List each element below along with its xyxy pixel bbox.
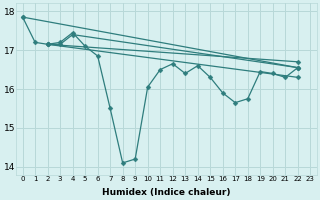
X-axis label: Humidex (Indice chaleur): Humidex (Indice chaleur) bbox=[102, 188, 231, 197]
